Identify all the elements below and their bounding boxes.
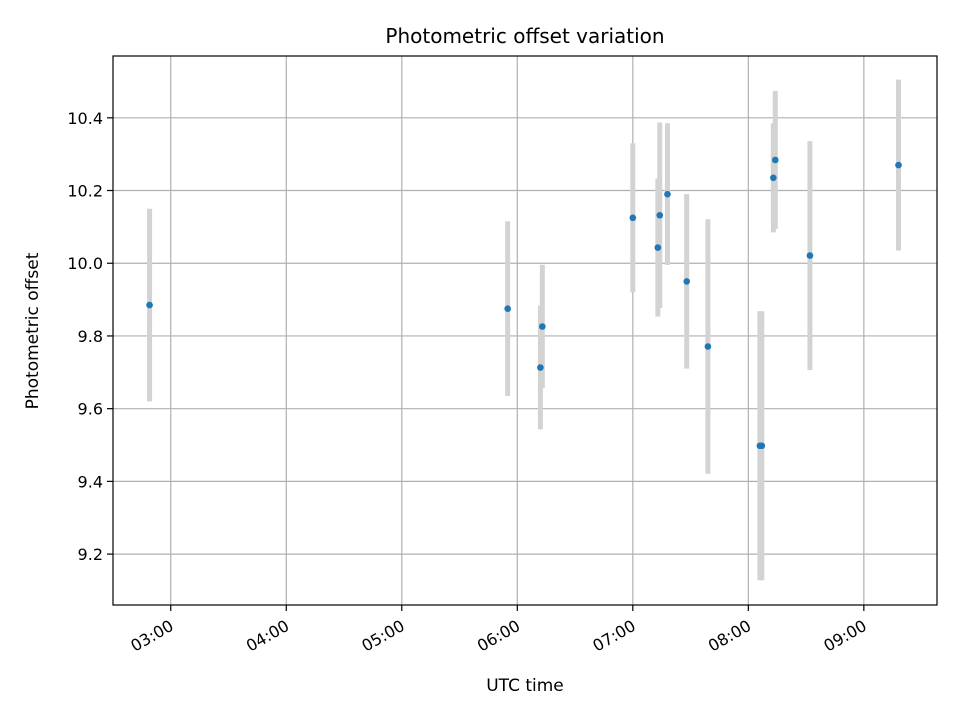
x-axis-label: UTC time — [486, 676, 564, 696]
data-point — [537, 364, 544, 371]
y-tick-label: 9.8 — [78, 327, 103, 346]
y-tick-label: 10.0 — [67, 254, 103, 273]
data-point — [771, 156, 779, 164]
y-tick-label: 9.6 — [78, 400, 103, 419]
data-point — [629, 214, 637, 222]
grid — [113, 56, 937, 605]
plot-frame — [112, 55, 938, 606]
data-point — [664, 190, 671, 198]
data-point — [758, 442, 766, 450]
y-axis-label: Photometric offset — [23, 252, 43, 409]
data-point — [683, 278, 691, 285]
y-tick-label: 10.2 — [67, 182, 103, 201]
data-point — [656, 211, 664, 219]
data-points — [146, 156, 902, 450]
data-point — [539, 323, 546, 330]
data-point — [146, 301, 153, 309]
data-point — [704, 343, 712, 350]
chart-title: Photometric offset variation — [385, 24, 664, 48]
data-point — [654, 244, 662, 251]
data-point — [504, 305, 511, 312]
y-tick-label: 9.2 — [78, 545, 103, 564]
y-axis-ticks: 9.2 9.4 9.6 9.8 10.0 10.2 10.4 — [67, 109, 113, 564]
data-point — [806, 252, 814, 259]
y-tick-label: 10.4 — [67, 109, 103, 128]
data-point — [770, 174, 777, 182]
y-tick-label: 9.4 — [78, 472, 103, 491]
data-point — [895, 161, 902, 169]
